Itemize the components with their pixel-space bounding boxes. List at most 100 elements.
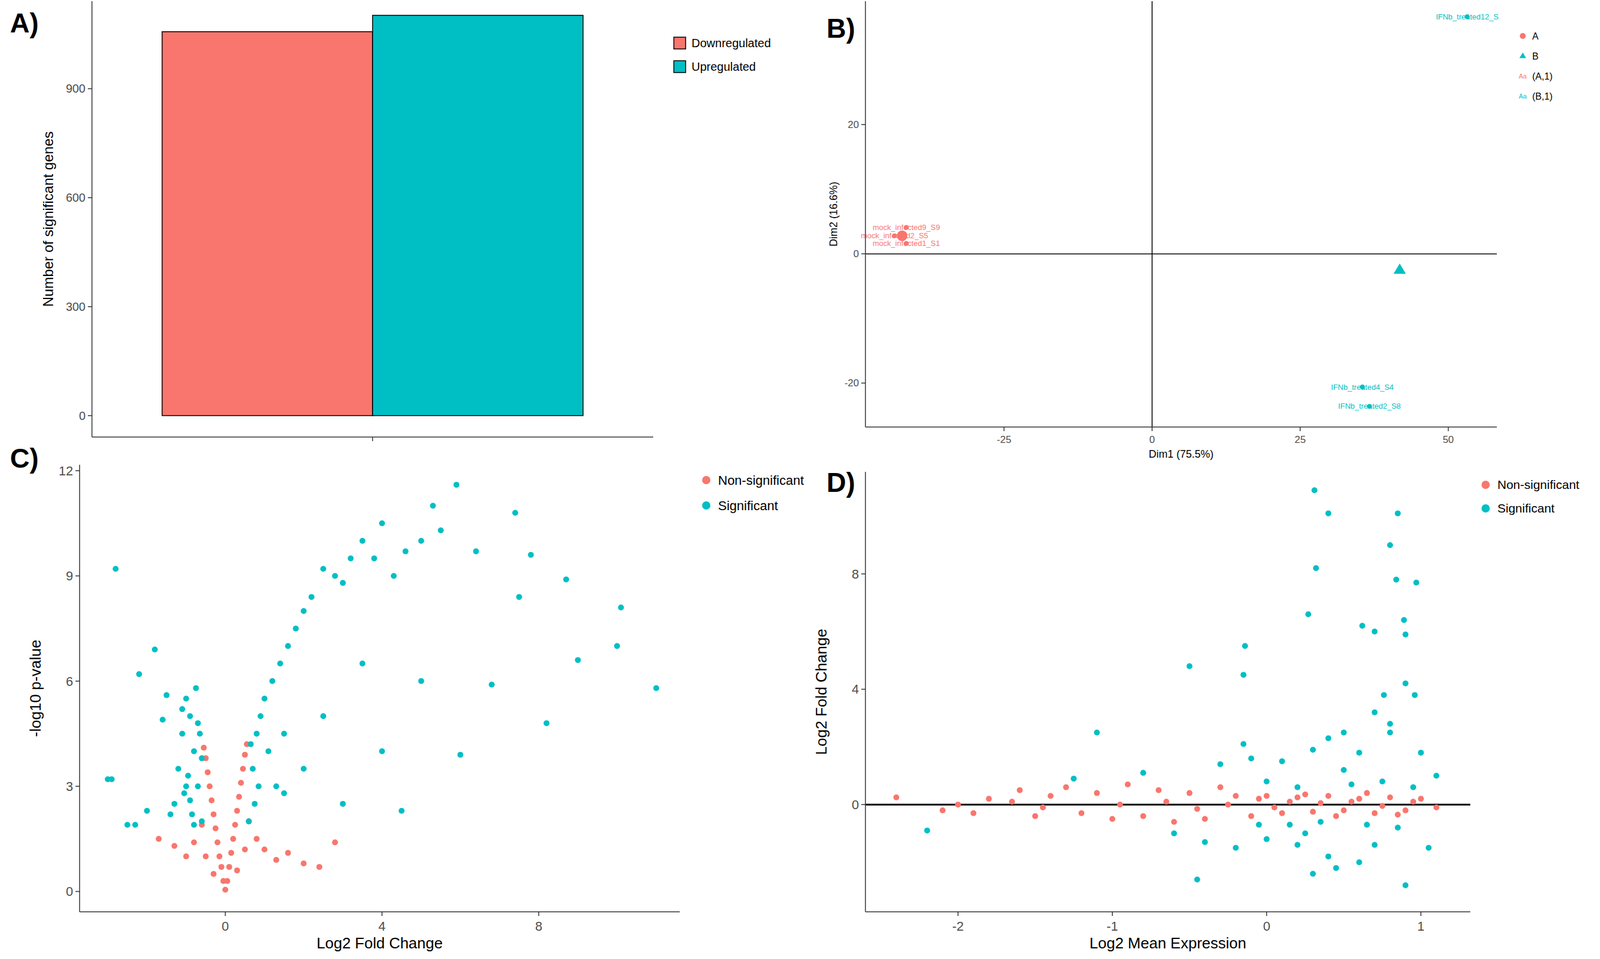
point: [574, 656, 581, 663]
y-tick: [861, 124, 866, 126]
point: [1425, 844, 1432, 851]
x-tick: [957, 911, 959, 916]
point: [1311, 486, 1318, 493]
y-tick-label: 12: [58, 463, 74, 479]
point: [1078, 810, 1085, 816]
point: [1009, 798, 1016, 805]
x-tick: [1420, 911, 1422, 916]
panel-2: B)mock_infected9_S9mock_infected2_S5mock…: [826, 1, 1553, 460]
point: [1047, 792, 1054, 799]
point: [1240, 740, 1247, 747]
point: [247, 741, 254, 747]
point: [1294, 794, 1301, 800]
point: [1394, 509, 1401, 516]
legend-label: A: [1532, 31, 1539, 42]
point: [1194, 805, 1201, 812]
point: [300, 607, 307, 614]
point: [1371, 841, 1378, 848]
point: [191, 821, 197, 828]
point: [1070, 775, 1077, 782]
point: [183, 695, 190, 702]
legend-symbol: [702, 501, 711, 510]
point: [1379, 802, 1386, 809]
point: [212, 825, 219, 832]
y-tick: [75, 785, 80, 787]
y-tick: [861, 382, 866, 384]
point: [163, 692, 170, 699]
point: [1217, 784, 1224, 790]
point: [1302, 830, 1309, 836]
point: [1312, 564, 1319, 571]
legend-symbol: [1481, 480, 1490, 489]
point: [292, 625, 299, 632]
point: [563, 575, 569, 582]
point: [1433, 804, 1440, 811]
point: [1124, 781, 1131, 788]
point: [281, 730, 288, 737]
point: [281, 789, 288, 796]
point: [1217, 761, 1224, 767]
legend-symbol: [1481, 504, 1490, 513]
point: [1387, 729, 1394, 736]
point: [1417, 749, 1424, 756]
point: [1325, 853, 1332, 859]
point: [379, 748, 385, 755]
point: [261, 845, 268, 852]
point: [893, 794, 900, 800]
point: [220, 877, 227, 884]
legend-swatch: [673, 60, 686, 73]
point: [234, 807, 240, 814]
x-tick: [381, 911, 383, 916]
reference-line: [865, 253, 1497, 255]
point: [1411, 691, 1418, 698]
point: [1402, 631, 1409, 638]
x-axis-title: Dim1 (75.5%): [1148, 448, 1214, 460]
y-axis-title: -log10 p-value: [26, 639, 45, 737]
point: [1371, 709, 1378, 716]
point: [1016, 787, 1023, 793]
point: [1232, 792, 1239, 799]
point: [398, 807, 405, 814]
point: [1186, 662, 1193, 669]
point: [1309, 808, 1316, 815]
point: [1248, 755, 1254, 762]
point: [1364, 789, 1371, 796]
point: [1402, 680, 1409, 687]
point: [235, 793, 242, 800]
x-tick: [1266, 911, 1268, 916]
point: [1039, 804, 1046, 811]
point: [171, 842, 178, 849]
point: [191, 748, 197, 755]
point: [124, 821, 131, 828]
point: [214, 838, 221, 845]
point: [277, 660, 283, 667]
panel-label: C): [10, 442, 39, 474]
x-tick-label: 0: [1149, 433, 1155, 446]
point: [245, 818, 252, 825]
point-label: mock_infected1_S1: [872, 238, 940, 248]
x-tick: [1299, 426, 1302, 431]
y-tick: [75, 890, 80, 892]
point: [218, 863, 225, 870]
point: [1364, 821, 1371, 828]
point: [1410, 784, 1417, 790]
point-label: IFNb_treated4_S4: [1331, 382, 1394, 392]
x-tick-label: 8: [535, 918, 543, 934]
point: [195, 719, 202, 726]
y-tick-label: 600: [66, 191, 86, 204]
point: [472, 548, 479, 555]
point: [1325, 735, 1332, 742]
point: [1359, 622, 1366, 629]
point: [1413, 579, 1420, 586]
point: [1062, 784, 1069, 790]
point: [186, 712, 193, 719]
point: [1317, 818, 1324, 825]
point: [216, 853, 223, 859]
point: [186, 797, 193, 803]
point: [1325, 509, 1332, 516]
point: [417, 537, 424, 544]
y-tick-label: 4: [851, 681, 859, 697]
point: [417, 677, 424, 684]
legend-label: Significant: [718, 498, 779, 513]
point: [234, 867, 240, 874]
